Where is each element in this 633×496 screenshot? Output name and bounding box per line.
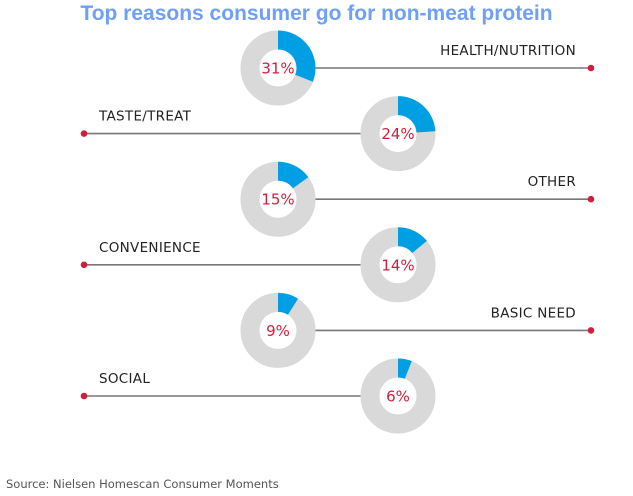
percent-label: 9% (266, 322, 290, 340)
endpoint-dot (80, 261, 88, 269)
donut-row: 6% SOCIAL (80, 358, 436, 434)
category-label: TASTE/TREAT (98, 109, 192, 125)
donut-row: 9% BASIC NEED (240, 292, 595, 368)
donut-segment (398, 227, 427, 254)
percent-label: 14% (381, 256, 414, 274)
source-note: Source: Nielsen Homescan Consumer Moment… (6, 477, 279, 491)
category-label: BASIC NEED (491, 305, 576, 321)
endpoint-dot (587, 195, 595, 203)
donut-segment (278, 292, 299, 315)
donut-segment (278, 161, 309, 189)
percent-label: 6% (386, 388, 410, 406)
percent-label: 31% (261, 60, 294, 78)
category-label: OTHER (528, 174, 576, 190)
endpoint-dot (80, 392, 88, 400)
category-label: SOCIAL (99, 371, 150, 387)
donut-row: 14% CONVENIENCE (80, 227, 436, 303)
donut-row: 15% OTHER (240, 161, 595, 237)
category-label: HEALTH/NUTRITION (440, 43, 576, 59)
donut-segment (278, 30, 316, 82)
donut-row: 31% HEALTH/NUTRITION (240, 30, 595, 106)
endpoint-dot (80, 130, 88, 137)
donut-segment (398, 96, 436, 133)
donut-segment (398, 358, 412, 379)
endpoint-dot (587, 64, 595, 72)
chart-title: Top reasons consumer go for non-meat pro… (80, 2, 553, 25)
donut-row: 24% TASTE/TREAT (80, 96, 436, 172)
percent-label: 24% (381, 125, 414, 143)
percent-label: 15% (261, 191, 294, 209)
endpoint-dot (587, 327, 595, 334)
category-label: CONVENIENCE (99, 240, 201, 256)
